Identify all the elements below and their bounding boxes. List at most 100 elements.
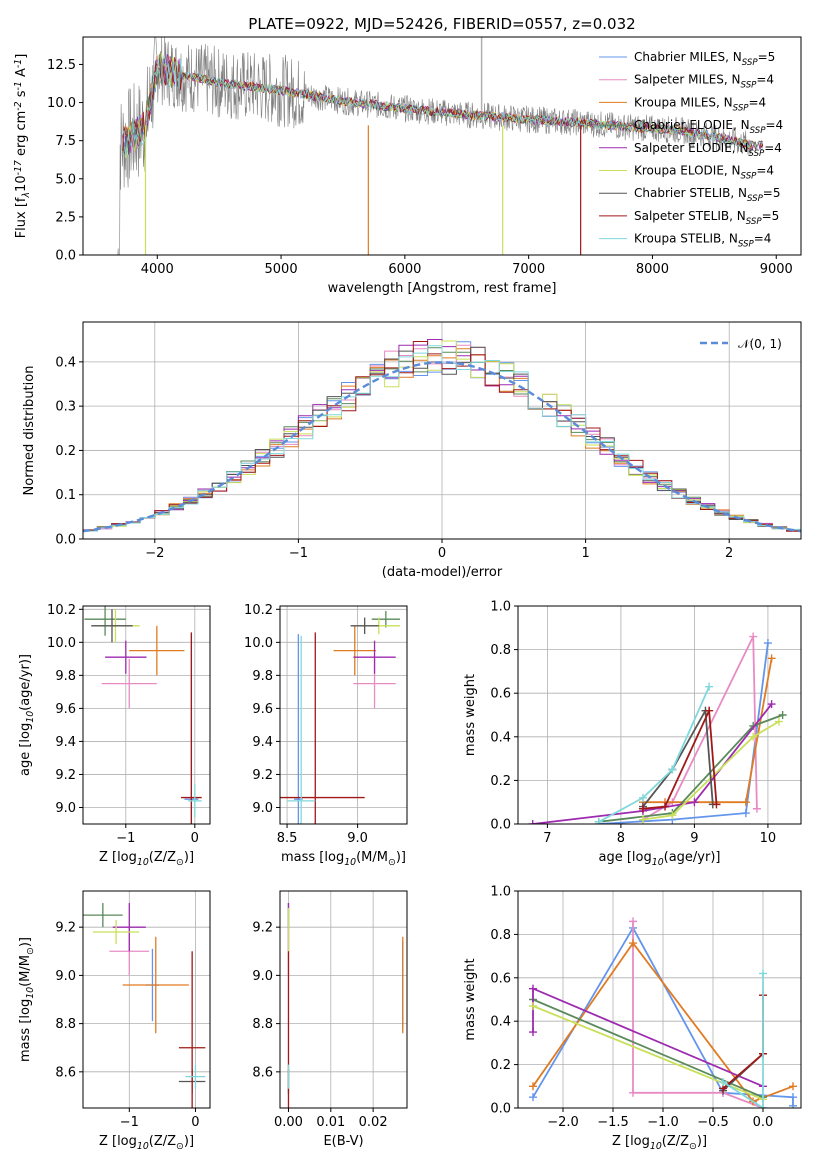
- age_vs_mass-ytick-label: 9.0: [252, 801, 273, 816]
- weight_vs_age-ytick-label: 0.6: [490, 687, 511, 702]
- age_vs_mass-ytick-label: 10.2: [244, 603, 273, 618]
- weight_vs_Z-panel: −2.0 −1.5 −1.0 −0.5 0.0 0.0 0.2 0.4 0.6 0.8 1.0 Z […: [463, 885, 802, 1152]
- weight-marker: [529, 1082, 537, 1091]
- mass_vs_EBV-ytick-label: 9.2: [252, 921, 273, 936]
- weight-series-line: [598, 642, 769, 824]
- age_vs_Z-panel: −1 0 9.0 9.2 9.4 9.6 9.8 10.0 10.2 Z [log10(Z/Z⊙)…: [18, 603, 211, 868]
- age_vs_Z-ytick-label: 9.6: [55, 702, 76, 717]
- spectrum-legend-label: Chabrier ELODIE, NSSP=4: [634, 118, 783, 136]
- residuals-xlabel: (data-model)/error: [382, 565, 503, 580]
- spectrum-legend-label: Salpeter MILES, NSSP=4: [634, 73, 774, 91]
- weight-series-line: [642, 636, 758, 821]
- weight-marker: [741, 798, 750, 807]
- age_vs_Z-frame: [82, 605, 211, 825]
- mass_vs_Z-ylabel: mass [log10(M/M⊙)]: [18, 937, 36, 1062]
- spectrum-model-line: [122, 57, 764, 151]
- weight_vs_Z-ylabel: mass weight: [463, 958, 478, 1040]
- mass_vs_EBV-ytick-label: 9.0: [252, 969, 273, 984]
- weight_vs_age-panel: 7 8 9 10 0.0 0.2 0.4 0.6 0.8 1.0 age [log10(age/yr…: [463, 600, 802, 868]
- age_vs_Z-ytick-label: 10.0: [47, 636, 76, 651]
- weight_vs_Z-xlabel: Z [log10(Z/Z⊙)]: [612, 1134, 707, 1152]
- weight-marker: [763, 639, 772, 648]
- age_vs_mass-ytick-label: 9.2: [252, 768, 273, 783]
- mass_vs_EBV-xtick-label: 0.00: [274, 1115, 303, 1130]
- spectrum-legend-label: Kroupa MILES, NSSP=4: [634, 95, 766, 113]
- weight_vs_Z-xtick-label: 0.0: [753, 1115, 774, 1130]
- weight_vs_age-ylabel: mass weight: [463, 674, 478, 756]
- spectrum-xtick-label: 9000: [760, 262, 793, 277]
- residuals-plot-area: [83, 339, 801, 533]
- weight-marker: [705, 706, 714, 715]
- residuals-xtick-label: −1: [289, 546, 308, 561]
- spectrum-xlabel: wavelength [Angstrom, rest frame]: [328, 281, 557, 296]
- age_vs_mass-xtick-label: 8.5: [277, 831, 298, 846]
- residuals-ylabel: Normed distribution: [22, 366, 37, 496]
- weight-marker: [638, 793, 647, 802]
- weight-marker: [529, 1002, 537, 1011]
- age_vs_mass-xtick-label: 9.0: [347, 831, 368, 846]
- weight-marker: [759, 969, 767, 978]
- age_vs_mass-plot-area: [280, 610, 400, 824]
- weight_vs_age-ytick-label: 1.0: [490, 600, 511, 615]
- weight_vs_age-ytick-label: 0.0: [490, 818, 511, 833]
- spectrum-model-line: [122, 54, 763, 157]
- spectrum-ytick-label: 0.0: [55, 249, 76, 264]
- weight-series-line: [532, 998, 764, 1099]
- weight-series-line: [642, 720, 780, 821]
- spectrum-legend-label: Chabrier MILES, NSSP=5: [634, 50, 775, 68]
- weight_vs_Z-xtick-label: −1.0: [647, 1115, 679, 1130]
- weight-series-line: [722, 973, 764, 1108]
- mass_vs_EBV-frame: [279, 890, 408, 1109]
- mass_vs_EBV-panel: 0.00 0.01 0.02 8.6 8.8 9.0 9.2 E(B-V): [252, 890, 408, 1149]
- spectrum-plot-area: [117, 37, 764, 255]
- age_vs_mass-ytick-label: 9.8: [252, 669, 273, 684]
- weight-marker: [741, 809, 750, 818]
- spectrum-legend-label: Kroupa ELODIE, NSSP=4: [634, 164, 774, 182]
- spectrum-ytick-label: 2.5: [55, 210, 76, 225]
- residual-histogram: [83, 345, 801, 532]
- mass_vs_Z-ytick-label: 8.6: [55, 1065, 76, 1080]
- mass_vs_EBV-ytick-label: 8.8: [252, 1017, 273, 1032]
- weight-marker: [629, 1088, 637, 1097]
- weight-marker: [712, 800, 721, 809]
- age_vs_mass-xlabel: mass [log10(M/M⊙)]: [281, 850, 406, 868]
- mass_vs_Z-ytick-label: 9.0: [55, 969, 76, 984]
- weight_vs_Z-plot-area: [529, 917, 797, 1108]
- spectrum-legend-label: Kroupa STELIB, NSSP=4: [634, 232, 771, 250]
- weight_vs_Z-ytick-label: 0.6: [490, 971, 511, 986]
- residuals-ytick-label: 0.0: [55, 533, 76, 548]
- age_vs_Z-ytick-label: 9.8: [55, 669, 76, 684]
- mass_vs_Z-panel: −1 0 8.6 8.8 9.0 9.2 Z [log10(Z/Z⊙)] mass [log1…: [18, 890, 211, 1152]
- age_vs_Z-ytick-label: 9.4: [55, 735, 76, 750]
- weight-marker: [594, 817, 603, 824]
- age_vs_mass-ytick-label: 9.6: [252, 702, 273, 717]
- age_vs_mass-ytick-label: 9.4: [252, 735, 273, 750]
- spectrum-legend-label: Salpeter ELODIE, NSSP=4: [634, 141, 782, 159]
- weight-marker: [719, 1077, 727, 1086]
- spectrum-legend-label: Salpeter STELIB, NSSP=5: [634, 209, 779, 227]
- weight_vs_Z-xtick-label: −2.0: [547, 1115, 579, 1130]
- residuals-xtick-label: 2: [725, 546, 733, 561]
- spectrum-legend-label: Chabrier STELIB, NSSP=5: [634, 186, 781, 204]
- age_vs_Z-ytick-label: 10.2: [47, 603, 76, 618]
- weight_vs_age-xtick-label: 8: [617, 831, 625, 846]
- weight-marker: [774, 717, 783, 726]
- age_vs_Z-xlabel: Z [log10(Z/Z⊙)]: [99, 850, 194, 868]
- residuals-xtick-label: −2: [145, 546, 164, 561]
- spectrum-frame: [82, 36, 802, 256]
- mass_vs_Z-xlabel: Z [log10(Z/Z⊙)]: [99, 1134, 194, 1152]
- weight-marker: [705, 682, 714, 691]
- weight_vs_Z-ytick-label: 1.0: [490, 885, 511, 900]
- weight-marker: [789, 1101, 797, 1108]
- weight_vs_age-xlabel: age [log10(age/yr)]: [599, 850, 721, 868]
- age_vs_Z-ylabel: age [log10(age/yr)]: [18, 654, 36, 776]
- weight-marker: [529, 984, 537, 993]
- weight_vs_Z-frame: [517, 890, 802, 1109]
- weight-marker: [789, 1082, 797, 1091]
- mass_vs_EBV-ytick-label: 8.6: [252, 1065, 273, 1080]
- spectrum-xtick-label: 4000: [141, 262, 174, 277]
- weight-marker: [629, 917, 637, 926]
- mass_vs_Z-ytick-label: 8.8: [55, 1017, 76, 1032]
- weight-marker: [752, 804, 761, 813]
